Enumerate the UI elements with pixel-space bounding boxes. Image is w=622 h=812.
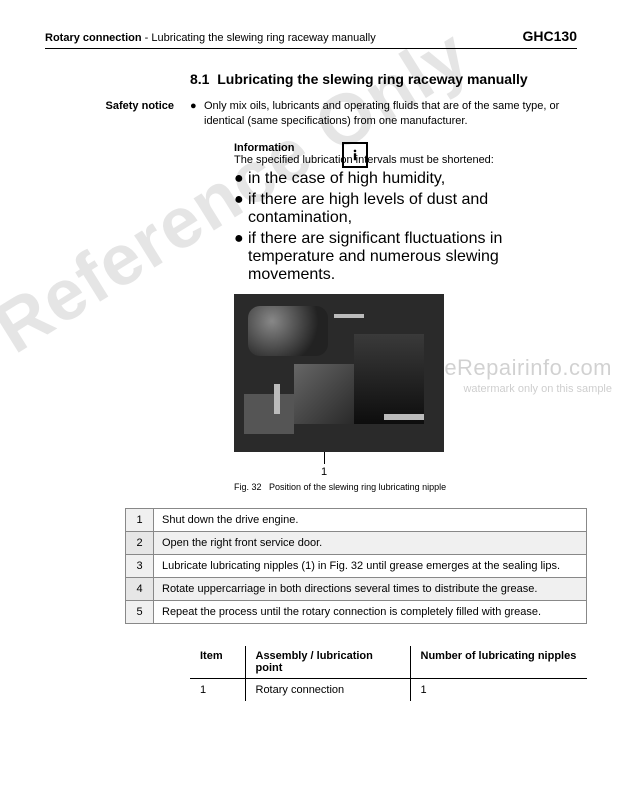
info-icon [342, 142, 368, 168]
information-block: Information The specified lubrication in… [190, 142, 577, 284]
safety-bullet-row: ● Only mix oils, lubricants and operatin… [190, 99, 577, 129]
figure-caption-text: Position of the slewing ring lubricating… [269, 482, 446, 492]
safety-row: Safety notice ● Only mix oils, lubricant… [45, 99, 577, 132]
figure-block: 1 Fig. 32 Position of the slewing ring l… [234, 294, 577, 492]
step-text: Open the right front service door. [154, 531, 587, 554]
table-row: 1 Rotary connection 1 [190, 678, 587, 701]
step-number: 2 [126, 531, 154, 554]
header-subtitle: Lubricating the slewing ring raceway man… [151, 32, 375, 44]
header-sep: - [142, 32, 152, 44]
step-number: 1 [126, 508, 154, 531]
cell-assembly: Rotary connection [245, 678, 410, 701]
step-text: Shut down the drive engine. [154, 508, 587, 531]
figure-leader-num: 1 [321, 466, 327, 478]
header-left: Rotary connection - Lubricating the slew… [45, 32, 376, 44]
figure-leader: 1 [314, 452, 334, 478]
safety-content: ● Only mix oils, lubricants and operatin… [190, 99, 577, 132]
section-title: Lubricating the slewing ring raceway man… [217, 71, 527, 87]
header-model: GHC130 [523, 28, 577, 44]
table-row: 5 Repeat the process until the rotary co… [126, 600, 587, 623]
info-bullet-1: in the case of high humidity, [248, 170, 577, 188]
step-number: 4 [126, 577, 154, 600]
info-bullet-row: ● in the case of high humidity, [234, 170, 577, 188]
bullet-icon: ● [234, 230, 248, 284]
safety-bullet-text: Only mix oils, lubricants and operating … [204, 99, 577, 129]
info-bullet-3: if there are significant fluctuations in… [248, 230, 577, 284]
section-heading: 8.1 Lubricating the slewing ring raceway… [190, 71, 577, 87]
info-bullet-row: ● if there are significant fluctuations … [234, 230, 577, 284]
page-header: Rotary connection - Lubricating the slew… [45, 28, 577, 49]
document-page: Rotary connection - Lubricating the slew… [0, 0, 622, 812]
section-number: 8.1 [190, 71, 209, 87]
cell-item: 1 [190, 678, 245, 701]
table-row: 2 Open the right front service door. [126, 531, 587, 554]
bullet-icon: ● [190, 99, 204, 129]
table-row: 3 Lubricate lubricating nipples (1) in F… [126, 554, 587, 577]
table-row: 1 Shut down the drive engine. [126, 508, 587, 531]
cell-nipples: 1 [410, 678, 587, 701]
info-bullet-2: if there are high levels of dust and con… [248, 191, 577, 227]
safety-label: Safety notice [45, 100, 190, 112]
table-header-row: Item Assembly / lubrication point Number… [190, 646, 587, 679]
figure-caption: Fig. 32 Position of the slewing ring lub… [234, 482, 577, 492]
bullet-icon: ● [234, 191, 248, 227]
bullet-icon: ● [234, 170, 248, 188]
step-text: Repeat the process until the rotary conn… [154, 600, 587, 623]
table-row: 4 Rotate uppercarriage in both direction… [126, 577, 587, 600]
step-text: Lubricate lubricating nipples (1) in Fig… [154, 554, 587, 577]
info-subtitle: The specified lubrication intervals must… [234, 154, 577, 166]
col-nipples: Number of lubricating nipples [410, 646, 587, 679]
info-bullet-row: ● if there are high levels of dust and c… [234, 191, 577, 227]
figure-image [234, 294, 444, 452]
info-title: Information [234, 142, 577, 154]
col-assembly: Assembly / lubrication point [245, 646, 410, 679]
step-number: 5 [126, 600, 154, 623]
header-chapter: Rotary connection [45, 32, 142, 44]
figure-caption-prefix: Fig. 32 [234, 482, 262, 492]
lubrication-table: Item Assembly / lubrication point Number… [190, 646, 587, 701]
procedure-table: 1 Shut down the drive engine. 2 Open the… [125, 508, 587, 624]
step-number: 3 [126, 554, 154, 577]
step-text: Rotate uppercarriage in both directions … [154, 577, 587, 600]
col-item: Item [190, 646, 245, 679]
